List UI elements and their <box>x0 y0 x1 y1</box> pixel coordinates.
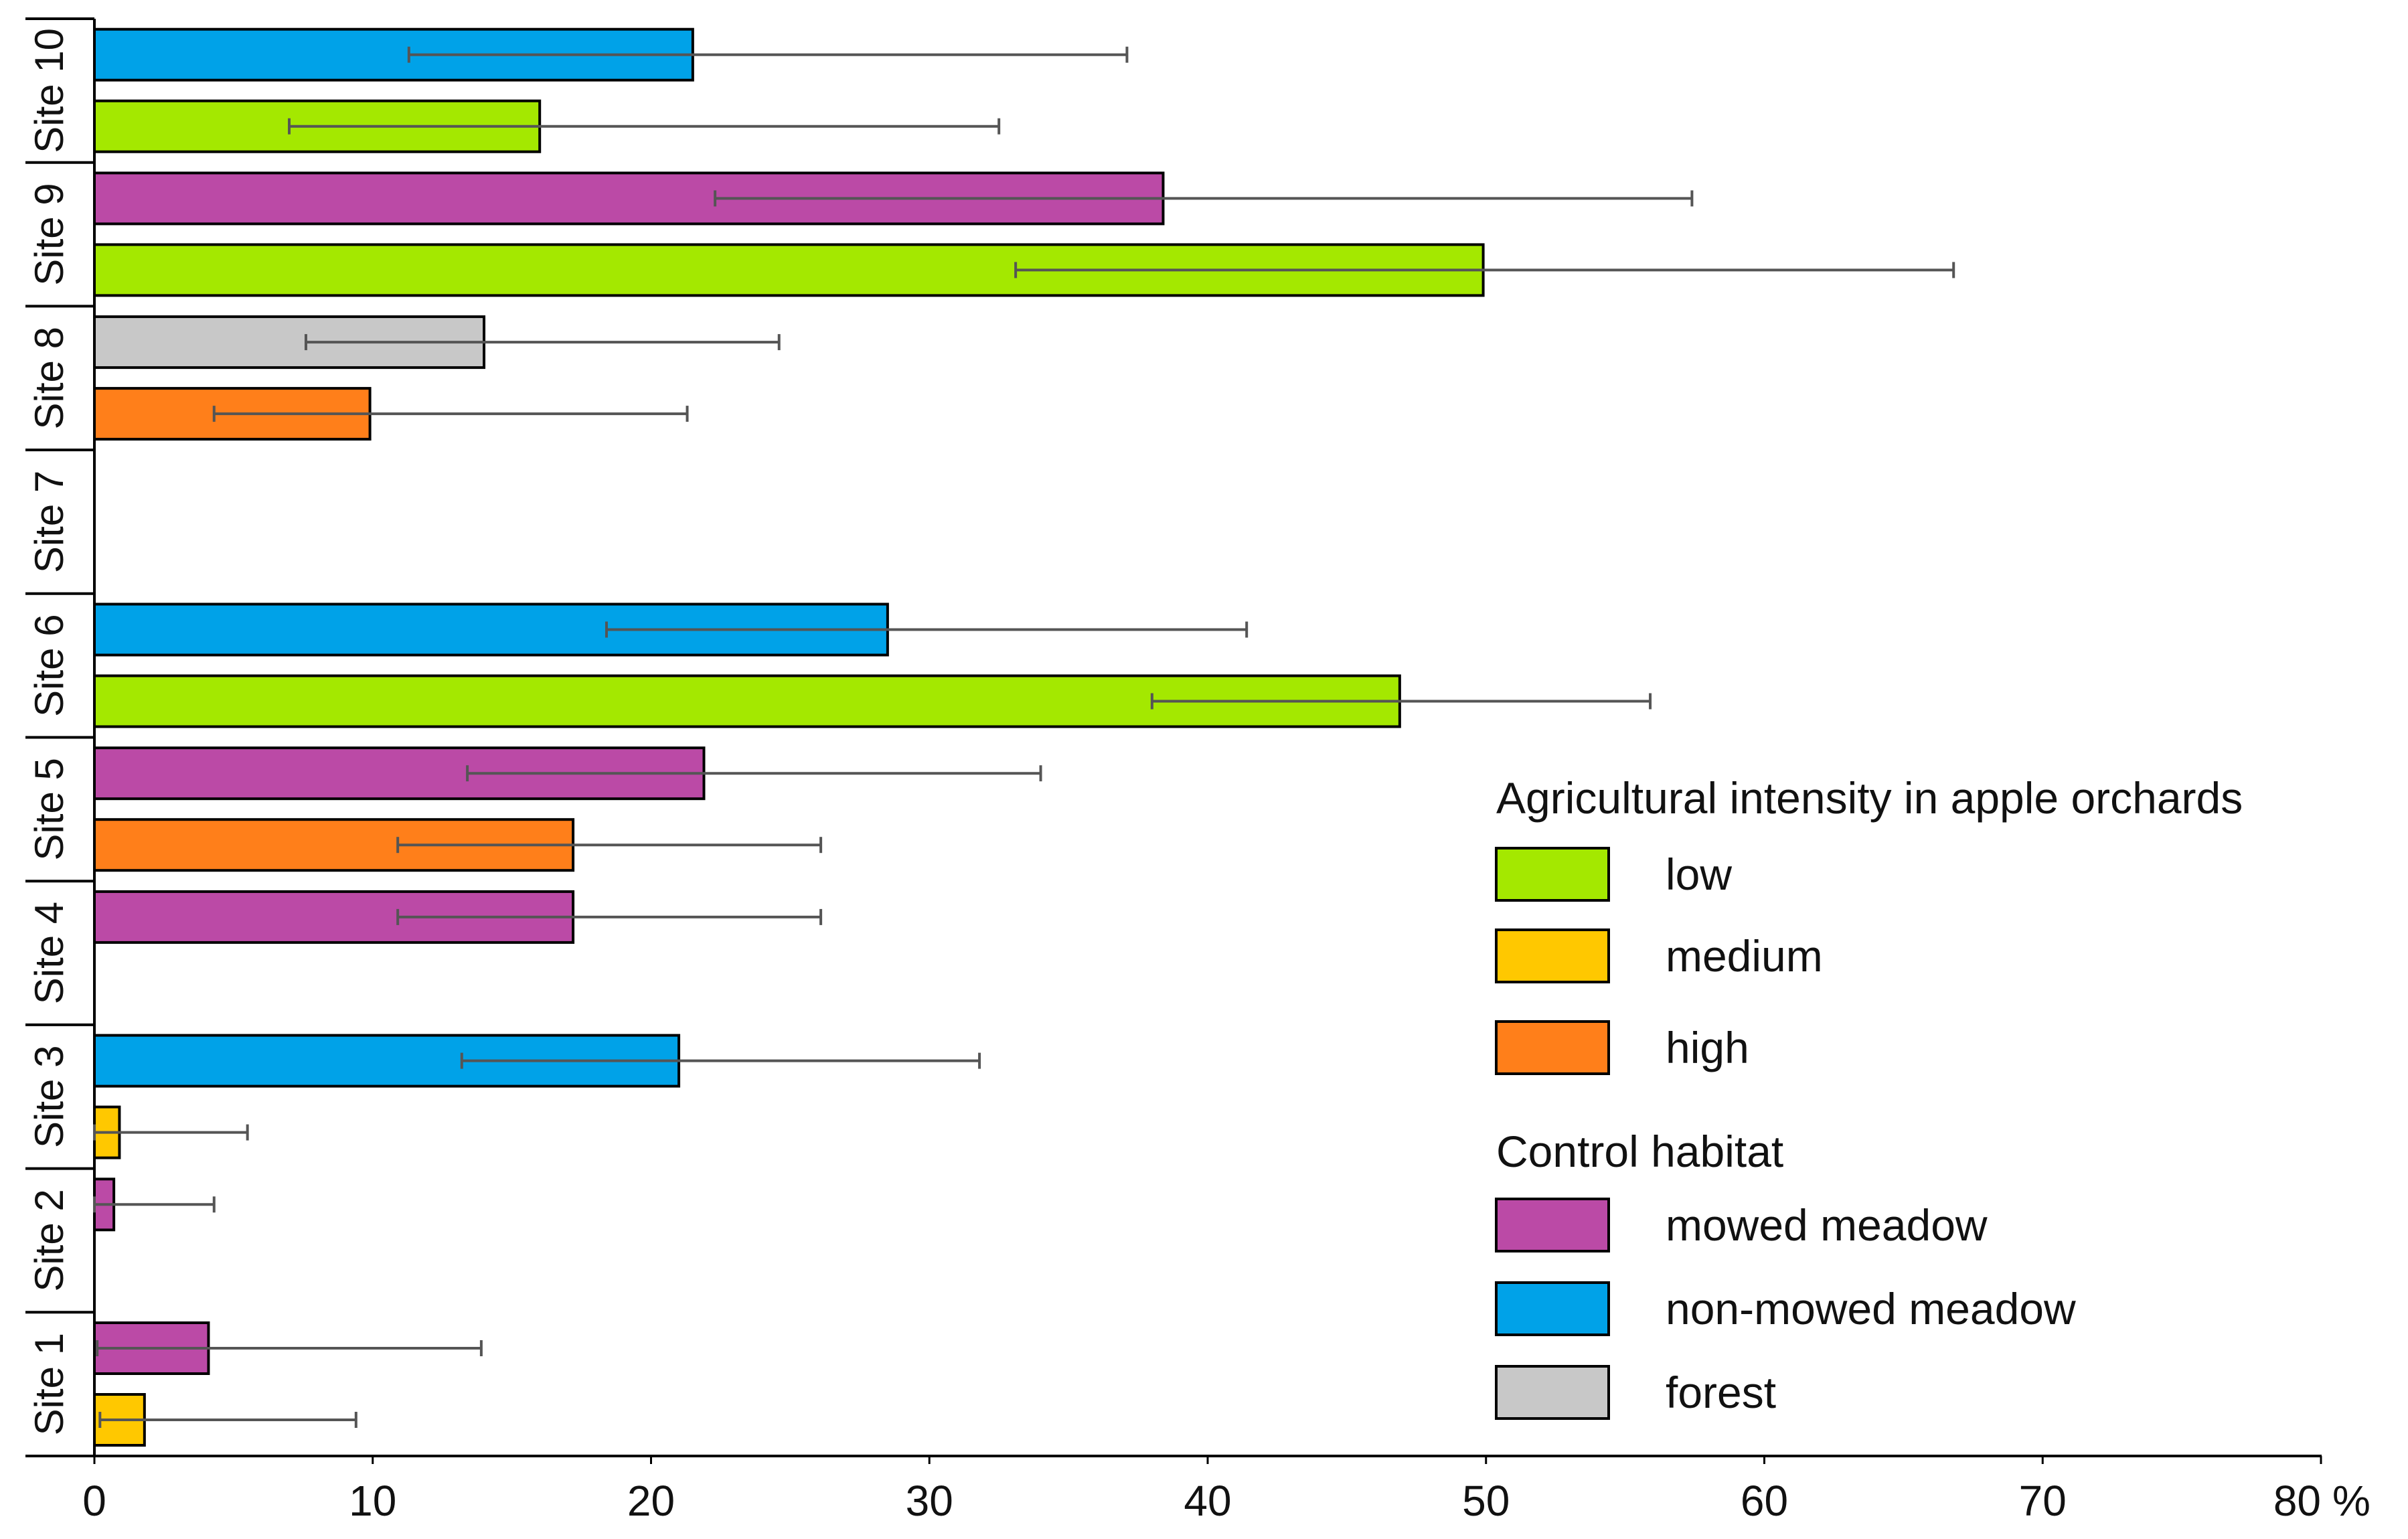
bar <box>93 243 1485 297</box>
legend-label-nonmowed: non-mowed meadow <box>1666 1284 2076 1333</box>
legend-label-low: low <box>1666 849 1732 899</box>
site-label: Site 5 <box>27 758 72 860</box>
site-label: Site 3 <box>27 1046 72 1148</box>
legend-swatch-high <box>1495 1020 1610 1075</box>
x-tick-label: 0 <box>82 1477 106 1525</box>
legend: Agricultural intensity in apple orchards… <box>1495 773 2243 1420</box>
site-label: Site 7 <box>27 471 72 573</box>
legend-title-intensity: Agricultural intensity in apple orchards <box>1496 773 2243 823</box>
x-tick-label: 10 <box>349 1477 396 1525</box>
site-label: Site 10 <box>27 28 72 153</box>
site-label: Site 1 <box>27 1333 72 1435</box>
x-tick-label: 20 <box>627 1477 675 1525</box>
x-axis-unit-label: % <box>2332 1477 2371 1525</box>
legend-label-forest: forest <box>1666 1368 1776 1417</box>
bars <box>93 27 1485 1447</box>
legend-label-medium: medium <box>1666 931 1823 981</box>
site-label: Site 8 <box>27 327 72 429</box>
site-labels: Site 1 Site 2 Site 3 Site 4 Site 5 Site 6 Site… <box>27 28 72 1435</box>
x-axis-ticks: 0 10 20 30 40 50 60 70 80 <box>82 1456 2322 1525</box>
site-label: Site 6 <box>27 614 72 716</box>
legend-label-mowed: mowed meadow <box>1666 1200 1988 1250</box>
error-bars <box>93 46 1955 1428</box>
legend-title-control: Control habitat <box>1496 1127 1783 1176</box>
legend-swatch-medium <box>1495 928 1610 983</box>
site-label: Site 2 <box>27 1189 72 1291</box>
legend-swatch-nonmowed <box>1495 1281 1610 1336</box>
x-tick-label: 40 <box>1184 1477 1231 1525</box>
x-tick-label: 70 <box>2019 1477 2067 1525</box>
site-label: Site 4 <box>27 902 72 1004</box>
legend-swatch-low <box>1495 847 1610 902</box>
x-tick-label: 50 <box>1462 1477 1510 1525</box>
x-tick-label: 80 <box>2273 1477 2321 1525</box>
x-tick-label: 60 <box>1741 1477 1788 1525</box>
legend-swatch-mowed <box>1495 1198 1610 1252</box>
x-tick-label: 30 <box>906 1477 953 1525</box>
legend-label-high: high <box>1666 1023 1749 1072</box>
bar <box>93 818 575 872</box>
legend-swatch-forest <box>1495 1365 1610 1420</box>
site-label: Site 9 <box>27 183 72 285</box>
